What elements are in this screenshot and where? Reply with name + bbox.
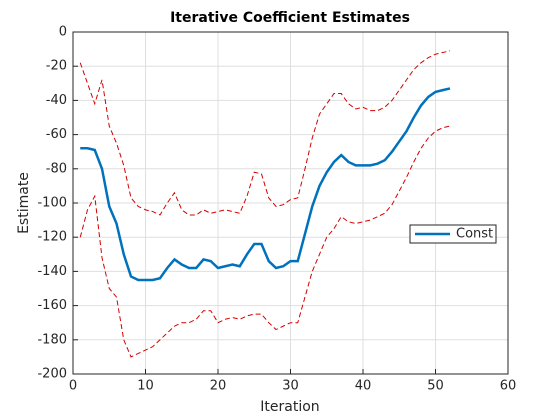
y-axis-label: Estimate xyxy=(16,172,32,234)
x-axis-label: Iteration xyxy=(260,399,319,415)
y-tick-label: -20 xyxy=(46,59,67,74)
x-tick-label: 20 xyxy=(210,379,227,394)
legend-label: Const xyxy=(456,227,493,242)
y-tick-label: 0 xyxy=(59,25,67,40)
y-tick-label: -200 xyxy=(37,367,67,382)
x-tick-label: 10 xyxy=(137,379,154,394)
y-tick-label: -140 xyxy=(37,264,67,279)
y-tick-label: -120 xyxy=(37,230,67,245)
x-tick-label: 50 xyxy=(427,379,444,394)
legend-box xyxy=(409,224,497,244)
chart-title: Iterative Coefficient Estimates xyxy=(170,10,410,26)
y-tick-label: -40 xyxy=(46,93,67,108)
x-tick-label: 60 xyxy=(500,379,517,394)
x-tick-label: 40 xyxy=(355,379,372,394)
y-tick-label: -60 xyxy=(46,127,67,142)
x-tick-label: 30 xyxy=(282,379,299,394)
y-tick-label: -180 xyxy=(37,332,67,347)
series-line xyxy=(80,87,451,282)
bound-line xyxy=(79,50,451,216)
y-tick-label: -100 xyxy=(37,196,67,211)
bound-line xyxy=(79,125,451,358)
y-tick-label: -80 xyxy=(46,161,67,176)
x-tick-label: 0 xyxy=(69,379,77,394)
y-tick-label: -160 xyxy=(37,298,67,313)
axes-box xyxy=(72,31,509,375)
